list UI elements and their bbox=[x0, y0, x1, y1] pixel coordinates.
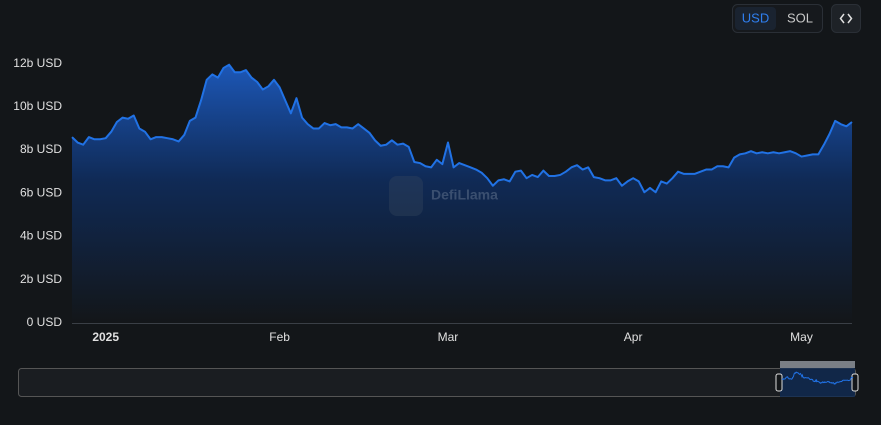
y-tick-label: 10b USD bbox=[13, 99, 62, 113]
line bbox=[71, 63, 853, 194]
watermark-text: DefiLlama bbox=[431, 187, 498, 203]
y-tick-label: 8b USD bbox=[20, 142, 62, 156]
watermark: DefiLlama bbox=[389, 176, 498, 216]
y-tick-label: 0 USD bbox=[27, 315, 63, 329]
watermark-logo bbox=[389, 176, 423, 216]
brush-handle[interactable] bbox=[775, 373, 783, 392]
y-tick-label: 4b USD bbox=[20, 229, 62, 243]
x-tick-label: May bbox=[790, 330, 813, 344]
x-tick-label: 2025 bbox=[92, 330, 119, 344]
y-tick-label: 6b USD bbox=[20, 185, 62, 199]
y-tick-label: 12b USD bbox=[13, 56, 62, 70]
brush-track[interactable] bbox=[18, 368, 856, 397]
brush-handle[interactable] bbox=[851, 373, 859, 392]
y-tick-label: 2b USD bbox=[20, 272, 62, 286]
currency-option[interactable]: SOL bbox=[787, 10, 813, 25]
brush-handle-bar[interactable] bbox=[780, 361, 855, 368]
x-tick-label: Apr bbox=[624, 330, 643, 344]
embed-icon bbox=[839, 13, 853, 24]
currency-option[interactable]: USD bbox=[742, 10, 769, 25]
x-tick-label: Feb bbox=[269, 330, 290, 344]
embed-button[interactable] bbox=[831, 4, 861, 33]
x-tick-label: Mar bbox=[438, 330, 459, 344]
plot-area: 0 USD 2b USD 4b USD 6b USD 8b USD 10b USD 12b … bbox=[13, 56, 853, 344]
brush-preview-line bbox=[781, 371, 854, 385]
currency-button-active[interactable] bbox=[735, 7, 776, 30]
brush-selection[interactable] bbox=[780, 368, 855, 397]
area bbox=[72, 64, 852, 323]
